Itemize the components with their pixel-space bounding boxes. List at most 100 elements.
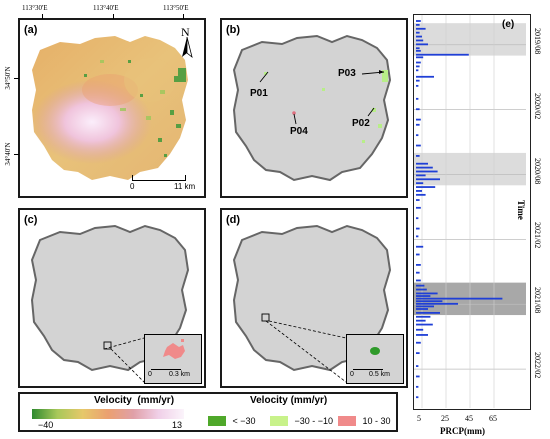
precip-bar-42: [416, 271, 420, 274]
x-tick-3: 45: [465, 414, 473, 423]
precip-bar-22: [416, 134, 419, 137]
scale-a-zero: 0: [130, 182, 135, 191]
x-axis-title: PRCP(mm): [440, 426, 485, 436]
subsidence-zone: [32, 80, 152, 164]
y-tick-5: 2021/08: [533, 287, 542, 314]
precip-bar-62: [416, 375, 420, 378]
precip-bar-26: [416, 166, 433, 169]
precip-bar-17: [416, 84, 419, 87]
point-label-p01: P01: [250, 88, 268, 99]
precip-bar-24: [416, 155, 420, 157]
precip-bar-64: [416, 396, 419, 399]
precip-bar-28: [416, 174, 426, 177]
precip-bar-29: [416, 178, 440, 181]
precip-bar-54: [416, 315, 431, 318]
swatch-class-3: [338, 415, 356, 426]
panel-label-a: (a): [24, 24, 38, 36]
x-tick-1: 5: [417, 414, 421, 423]
legend-class-3-label: 10 - 30: [362, 415, 391, 426]
precip-bar-41: [416, 263, 421, 266]
precip-bar-37: [416, 227, 420, 230]
lon-tick-3: 113°50'E: [163, 4, 189, 12]
precip-bar-35: [416, 206, 421, 209]
north-arrow: N: [178, 25, 196, 59]
legend-class-2: −30 - −10: [270, 412, 333, 430]
legend-class-1-label: < −30: [232, 415, 256, 426]
subsidence-patch-d: [370, 347, 380, 355]
precip-bar-21: [416, 123, 420, 126]
scale-a-end: 11 km: [174, 182, 196, 191]
legend-title-continuous: Velocity (mm/yr): [94, 395, 175, 406]
point-label-p04: P04: [290, 126, 308, 137]
precip-bar-48: [416, 297, 503, 300]
precip-bar-31: [416, 186, 436, 188]
precip-bar-33: [416, 193, 426, 196]
precip-bar-18: [416, 97, 419, 100]
precip-bar-6: [416, 39, 424, 42]
lon-tick-1: 113°30'E: [22, 4, 48, 12]
precipitation-plot: [414, 15, 526, 408]
precip-bar-16: [416, 79, 420, 82]
north-label: N: [181, 25, 190, 39]
precip-bar-43: [416, 279, 421, 282]
legend-title-classes: Velocity (mm/yr): [250, 395, 328, 406]
inset-c-scale-zero: 0: [148, 371, 152, 378]
panel-label-c: (c): [24, 214, 38, 226]
y-tick-4: 2021/02: [533, 222, 542, 249]
precip-bar-25: [416, 162, 428, 165]
precip-bar-15: [416, 75, 434, 78]
point-label-p03: P03: [338, 68, 356, 79]
y-tick-6: 2022/02: [533, 352, 542, 379]
precip-bar-60: [416, 352, 420, 355]
legend-class-2-label: −30 - −10: [294, 415, 333, 426]
precip-bar-61: [416, 365, 419, 367]
precip-bar-30: [416, 182, 424, 185]
inset-d-scale-end: 0.5 km: [369, 371, 391, 378]
precip-bar-27: [416, 170, 438, 173]
north-arrow-icon: [182, 37, 193, 59]
x-tick-4: 65: [489, 414, 497, 423]
precip-bar-3: [416, 27, 426, 30]
precip-bar-5: [416, 35, 422, 38]
precip-bar-45: [416, 288, 427, 291]
swatch-class-2: [270, 415, 288, 426]
precip-bar-58: [416, 334, 428, 336]
precip-bar-7: [416, 43, 428, 46]
precipitation-chart: (e): [413, 14, 531, 410]
precip-bar-52: [416, 308, 428, 310]
panel-b: (b) P01 P02 P03 P04: [220, 18, 408, 198]
legend-class-3: 10 - 30: [338, 412, 390, 430]
precip-bar-2: [416, 23, 420, 26]
precip-bar-32: [416, 190, 422, 192]
precip-bar-23: [416, 144, 421, 147]
precip-bar-10: [416, 53, 469, 56]
precip-bar-11: [416, 56, 424, 59]
swatch-class-1: [208, 415, 226, 426]
panel-label-e: (e): [502, 19, 515, 30]
inset-c-scale-end: 0.3 km: [169, 371, 191, 378]
lat-tick-2: 34°40'N: [4, 142, 12, 166]
y-tick-3: 2020/08: [533, 157, 542, 184]
panel-c: (c) 0 0.3 km: [18, 208, 206, 388]
inset-c: 0 0.3 km: [144, 334, 202, 384]
x-tick-2: 25: [441, 414, 449, 423]
precip-bar-9: [416, 49, 421, 52]
precip-bar-19: [416, 108, 420, 111]
panel-label-d: (d): [226, 214, 241, 226]
precip-bar-8: [416, 47, 420, 50]
precip-bar-4: [416, 31, 420, 34]
subsidence-patch-c: [163, 339, 185, 359]
precip-bar-56: [416, 323, 433, 326]
legend: Velocity (mm/yr) −40 13 Velocity (mm/yr)…: [18, 392, 398, 432]
inset-d: 0 0.5 km: [346, 334, 404, 384]
precip-bar-34: [416, 199, 420, 201]
y-tick-2: 2020/02: [533, 92, 542, 119]
precip-bar-38: [416, 235, 419, 238]
legend-class-1: < −30: [208, 412, 255, 430]
precip-bar-46: [416, 292, 438, 295]
inset-d-scale-zero: 0: [350, 371, 354, 378]
precip-bar-40: [416, 253, 420, 256]
precip-bar-47: [416, 295, 431, 297]
lon-tick-2: 113°40'E: [93, 4, 119, 12]
precip-bar-39: [416, 245, 424, 248]
